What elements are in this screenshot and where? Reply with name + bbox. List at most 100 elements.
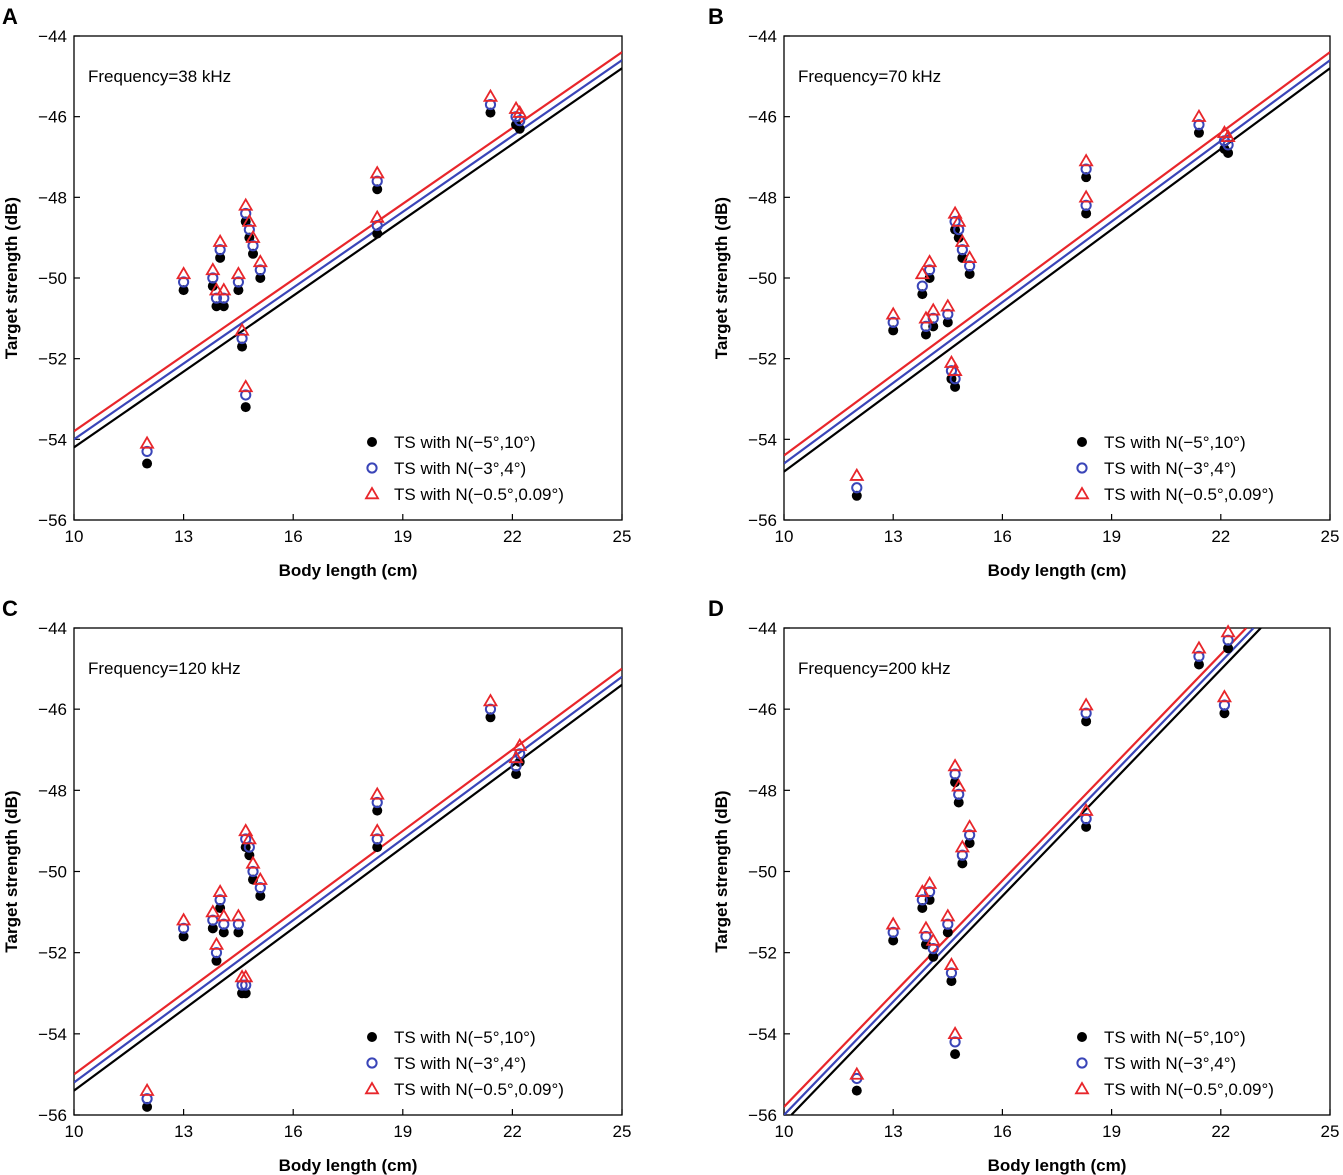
x-tick-label: 10 xyxy=(65,1122,84,1141)
legend-label: TS with N(−3°,4°) xyxy=(394,1054,526,1073)
x-tick-label: 19 xyxy=(1102,1122,1121,1141)
data-point-dot xyxy=(218,301,229,312)
legend-label: TS with N(−5°,10°) xyxy=(1104,1028,1246,1047)
x-tick-label: 16 xyxy=(284,527,303,546)
y-tick-label: −50 xyxy=(748,269,777,288)
y-tick-label: −54 xyxy=(748,430,777,449)
data-point-dot xyxy=(950,777,961,788)
x-tick-label: 16 xyxy=(993,527,1012,546)
legend-marker-triangle xyxy=(1074,1081,1090,1095)
x-tick-label: 22 xyxy=(503,1122,522,1141)
y-tick-label: −48 xyxy=(38,781,67,800)
data-point-dot xyxy=(178,285,189,296)
fit-line-circle xyxy=(784,59,1330,465)
legend-label: TS with N(−0.5°,0.09°) xyxy=(1104,485,1274,504)
x-tick-label: 13 xyxy=(174,527,193,546)
y-axis-title: Target strength (dB) xyxy=(2,197,21,359)
x-tick-label: 19 xyxy=(393,527,412,546)
panel-c: C 10 13 16 19 22 25 −56 −54 −52 −50 −48 −46 −44 Body l… xyxy=(2,596,631,1175)
data-point-dot xyxy=(888,325,899,336)
fit-line-triangle xyxy=(74,51,622,433)
data-point-triangle xyxy=(139,1082,155,1096)
legend-marker-dot xyxy=(1077,437,1087,447)
data-point-dot xyxy=(142,458,153,469)
data-point-triangle xyxy=(369,786,385,800)
frequency-annotation: Frequency=200 kHz xyxy=(798,659,951,678)
data-point-dot xyxy=(942,317,953,328)
panel-b: B 10 13 16 19 22 25 −56 −54 −52 −50 −48 −46 −44 Body l… xyxy=(708,4,1339,580)
fit-line-dot xyxy=(74,683,622,1092)
data-point-triangle xyxy=(212,884,228,898)
plot-frame xyxy=(783,627,1331,1116)
x-tick-label: 13 xyxy=(884,527,903,546)
y-tick-label: −46 xyxy=(748,108,777,127)
data-point-triangle xyxy=(241,831,257,845)
fit-line-circle xyxy=(784,628,1255,1115)
legend-marker-circle xyxy=(366,1057,378,1069)
y-tick-label: −50 xyxy=(38,863,67,882)
legend-marker-dot xyxy=(1077,1032,1087,1042)
data-point-triangle xyxy=(1191,108,1207,122)
data-point-triangle xyxy=(1078,189,1094,203)
data-point-dot xyxy=(248,248,259,259)
panel-letter-b: B xyxy=(708,4,724,29)
data-point-triangle xyxy=(922,254,938,268)
legend: TS with N(−5°,10°) TS with N(−3°,4°) TS wi… xyxy=(364,1028,564,1099)
data-point-triangle xyxy=(954,233,970,247)
data-point-triangle xyxy=(918,920,934,934)
data-point-dot xyxy=(372,228,383,239)
data-point-dot xyxy=(372,805,383,816)
x-tick-label: 13 xyxy=(174,1122,193,1141)
y-tick-label: −56 xyxy=(38,1106,67,1125)
y-tick-label: −52 xyxy=(38,944,67,963)
legend-label: TS with N(−3°,4°) xyxy=(394,459,526,478)
data-point-triangle xyxy=(238,197,254,211)
data-point-triangle xyxy=(230,266,246,280)
data-point-dot xyxy=(957,858,968,869)
legend-label: TS with N(−5°,10°) xyxy=(1104,433,1246,452)
data-point-triangle xyxy=(947,1026,963,1040)
data-point-triangle xyxy=(1216,689,1233,703)
data-point-dot xyxy=(142,1101,153,1112)
data-point-dot xyxy=(1081,716,1092,727)
y-tick-label: −50 xyxy=(38,269,67,288)
data-point-circle xyxy=(851,482,863,494)
data-point-triangle xyxy=(245,855,261,869)
y-tick-label: −46 xyxy=(38,108,67,127)
data-point-dot xyxy=(255,273,266,283)
fit-line-dot xyxy=(790,628,1262,1115)
data-point-triangle xyxy=(245,229,261,243)
data-point-dot xyxy=(514,123,525,134)
data-point-dot xyxy=(485,712,496,723)
legend-marker-triangle xyxy=(364,486,380,500)
data-point-dot xyxy=(255,890,266,901)
data-point-dot xyxy=(1081,208,1092,219)
data-point-triangle xyxy=(208,282,225,296)
legend-label: TS with N(−5°,10°) xyxy=(394,1028,536,1047)
data-point-triangle xyxy=(885,916,901,930)
y-tick-label: −44 xyxy=(748,27,777,46)
y-tick-label: −54 xyxy=(38,1025,67,1044)
data-point-dot xyxy=(211,301,222,312)
plot-frame xyxy=(783,35,1331,521)
data-point-triangle xyxy=(1078,802,1094,816)
data-point-triangle xyxy=(962,819,978,833)
data-point-triangle xyxy=(369,209,385,223)
x-tick-label: 25 xyxy=(613,1122,632,1141)
data-point-triangle xyxy=(238,969,254,983)
legend-marker-circle xyxy=(1076,1057,1088,1069)
data-point-dot xyxy=(511,769,522,780)
legend-label: TS with N(−5°,10°) xyxy=(394,433,536,452)
y-tick-label: −56 xyxy=(748,511,777,530)
data-point-triangle xyxy=(512,104,528,118)
data-point-dot xyxy=(1223,643,1234,654)
data-point-triangle xyxy=(369,165,385,179)
data-point-dot xyxy=(1081,821,1092,832)
data-point-triangle xyxy=(914,884,930,898)
data-point-dot xyxy=(1219,708,1230,719)
x-tick-label: 25 xyxy=(1321,527,1340,546)
y-tick-label: −46 xyxy=(748,700,777,719)
fit-line-circle xyxy=(74,675,622,1084)
data-point-triangle xyxy=(252,254,268,268)
x-tick-label: 19 xyxy=(1102,527,1121,546)
